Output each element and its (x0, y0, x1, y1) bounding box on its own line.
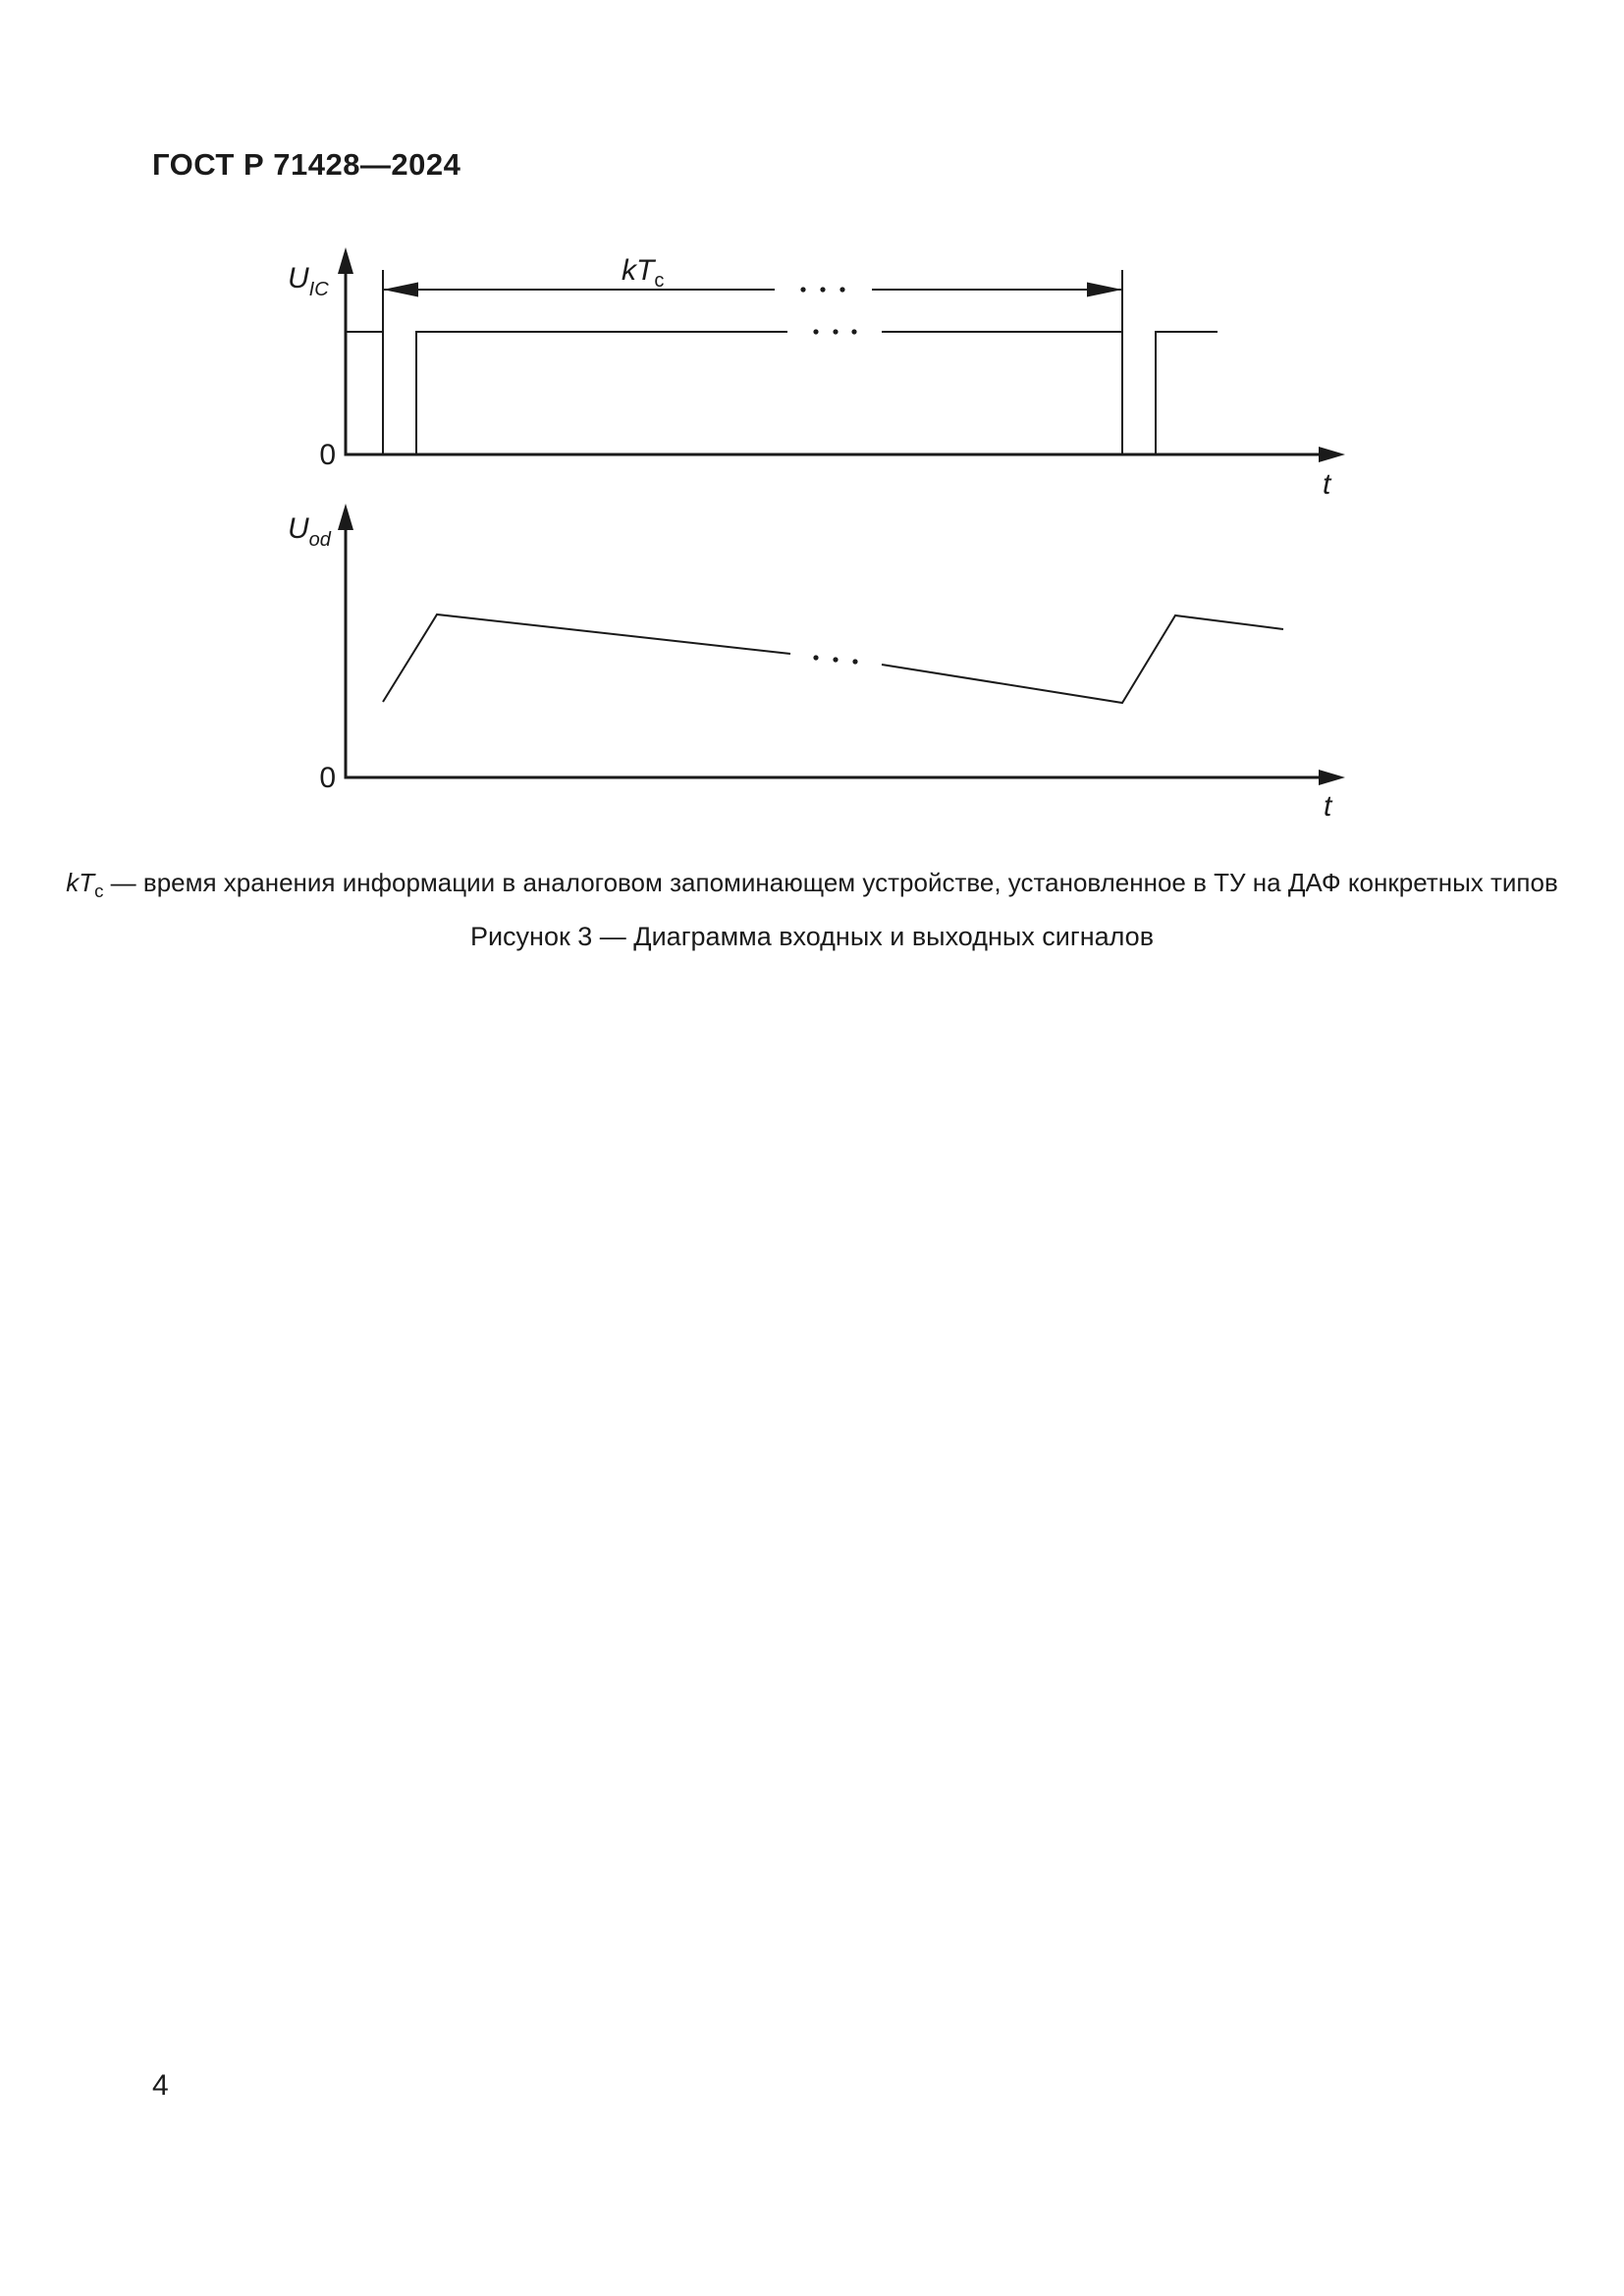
term-definition-text: — время хранения информации в аналоговом… (103, 868, 1558, 897)
output-y-axis-label: Uod (288, 512, 332, 551)
input-y-axis-label: UIC (288, 262, 329, 300)
figure-caption: Рисунок 3 — Диаграмма входных и выходных… (469, 922, 1155, 951)
output-signal-diagram (338, 504, 1345, 785)
page-number: 4 (152, 2069, 169, 2102)
input-x-axis-label: t (1323, 468, 1332, 501)
output-x-axis-label: t (1324, 790, 1333, 823)
storage-interval-label: kTс (622, 254, 664, 292)
term-kTc: kT (66, 868, 95, 897)
document-header: ГОСТ Р 71428—2024 (152, 147, 461, 182)
input-origin-label: 0 (319, 439, 336, 471)
output-origin-label: 0 (319, 762, 336, 794)
figure-term-definition: kTс — время хранения информации в аналог… (0, 868, 1624, 906)
input-signal-diagram (338, 247, 1345, 462)
term-kTc-subscript: с (94, 881, 104, 902)
